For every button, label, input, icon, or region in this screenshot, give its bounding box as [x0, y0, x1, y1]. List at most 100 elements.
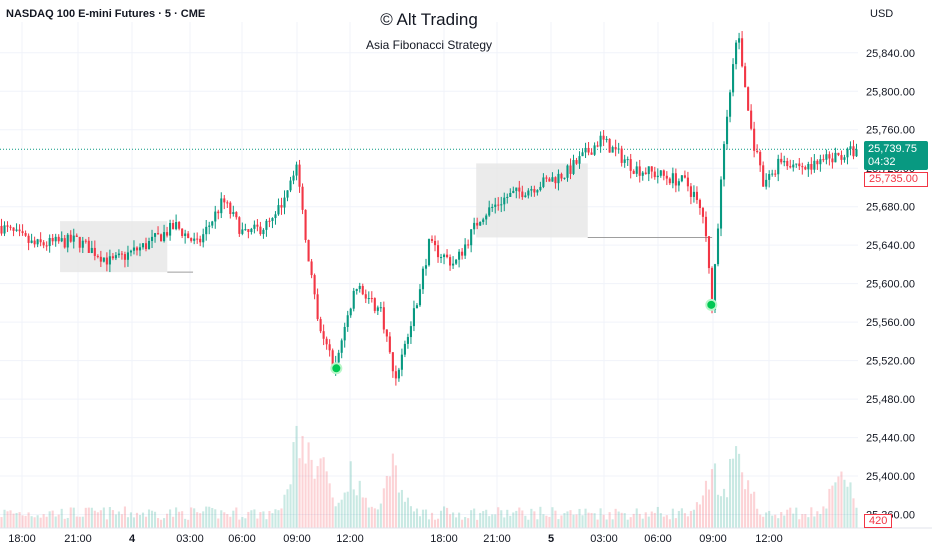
candle-body: [376, 307, 379, 311]
volume-bar: [738, 453, 741, 528]
swing-low-marker: [705, 298, 718, 311]
candle-body: [701, 208, 705, 217]
candle-body: [548, 178, 551, 182]
candle-body: [488, 207, 491, 216]
volume-bar: [238, 519, 241, 528]
volume-bar: [635, 508, 638, 528]
candle-body: [430, 239, 434, 241]
volume-bar: [792, 513, 795, 528]
candle-body: [24, 233, 27, 236]
candle-body: [184, 233, 187, 236]
candle-body: [33, 240, 36, 245]
time-tick-label: 03:00: [590, 533, 618, 545]
volume-bar: [843, 479, 846, 528]
candle-body: [497, 204, 500, 206]
volume-bar: [744, 489, 747, 528]
candle-body: [138, 247, 142, 251]
candle-body: [629, 159, 632, 171]
volume-bar: [563, 513, 566, 528]
candle-body: [831, 158, 834, 163]
candle-body: [494, 204, 497, 207]
volume-bar: [587, 512, 590, 528]
candle-body: [280, 205, 283, 208]
candle-body: [208, 225, 211, 227]
candle-body: [732, 64, 735, 93]
candle-body: [512, 190, 515, 193]
time-tick-label: 5: [548, 533, 554, 545]
currency-label[interactable]: USD: [870, 8, 894, 20]
price-tick-label: 25,760.00: [866, 125, 915, 137]
candle-body: [129, 250, 133, 253]
candle-body: [464, 244, 467, 256]
time-axis[interactable]: 18:00 21:00 4 03:00 06:00 09:00 12:00 18:00 21:0…: [0, 527, 932, 545]
candle-body: [78, 236, 81, 248]
volume-bar: [132, 517, 136, 528]
volume-bar: [328, 483, 331, 528]
candle-body: [406, 337, 409, 344]
volume-bar: [527, 519, 530, 528]
price-axis[interactable]: 25,840.0025,800.0025,760.0025,720.0025,6…: [858, 0, 932, 550]
volume-bar: [644, 512, 647, 528]
volume-bar: [223, 512, 226, 528]
price-tick-label: 25,560.00: [866, 317, 915, 329]
volume-bar: [542, 514, 545, 528]
volume-bar: [45, 516, 48, 528]
candle-body: [825, 154, 828, 160]
volume-bar: [680, 508, 683, 528]
candle-body: [235, 212, 238, 218]
candle-body: [560, 173, 563, 179]
candle-body: [572, 160, 575, 174]
candle-body: [828, 154, 831, 159]
volume-bar: [358, 480, 361, 528]
candle-body: [358, 285, 361, 290]
candle-body: [105, 257, 108, 265]
candle-body: [51, 237, 54, 242]
volume-bar: [33, 517, 36, 528]
candle-body: [744, 66, 747, 88]
volume-bar: [656, 506, 659, 528]
volume-bar: [364, 497, 367, 528]
volume-bar: [596, 519, 599, 528]
volume-bar: [325, 471, 328, 528]
volume-bar: [373, 508, 376, 528]
bar-countdown: 04:32: [868, 156, 896, 169]
brand-title: © Alt Trading: [380, 10, 478, 29]
candle-body: [150, 236, 154, 242]
volume-bar: [716, 494, 720, 528]
candle-body: [668, 178, 671, 184]
candle-body: [3, 225, 6, 234]
volume-bar: [135, 512, 139, 528]
volume-bar: [539, 506, 542, 528]
candle-body: [283, 197, 286, 208]
candle-body: [813, 160, 816, 170]
candle-body: [156, 233, 160, 235]
candle-body: [253, 224, 256, 229]
candle-body: [394, 371, 397, 379]
candle-body: [117, 253, 120, 256]
candle-body: [596, 145, 599, 147]
candle-body: [132, 247, 136, 251]
candle-body: [527, 190, 530, 196]
volume-bar: [24, 515, 27, 528]
volume-bar: [340, 499, 343, 528]
candle-body: [289, 180, 292, 191]
candle-body: [265, 220, 268, 230]
candle-body: [798, 163, 801, 167]
candle-body: [244, 229, 247, 231]
volume-bar: [202, 511, 205, 528]
candle-body: [707, 236, 711, 269]
volume-bar: [319, 458, 322, 528]
candle-body: [199, 238, 202, 243]
candle-body: [677, 181, 680, 186]
candle-body: [214, 211, 217, 222]
volume-bar: [632, 513, 635, 528]
volume-bar: [659, 513, 662, 528]
volume-bar: [199, 513, 202, 528]
candle-body: [563, 177, 566, 179]
volume-bar: [244, 518, 247, 528]
candles: [0, 31, 858, 386]
volume-bar: [855, 507, 858, 528]
volume-bar: [683, 513, 686, 528]
volume-bar: [476, 519, 479, 528]
